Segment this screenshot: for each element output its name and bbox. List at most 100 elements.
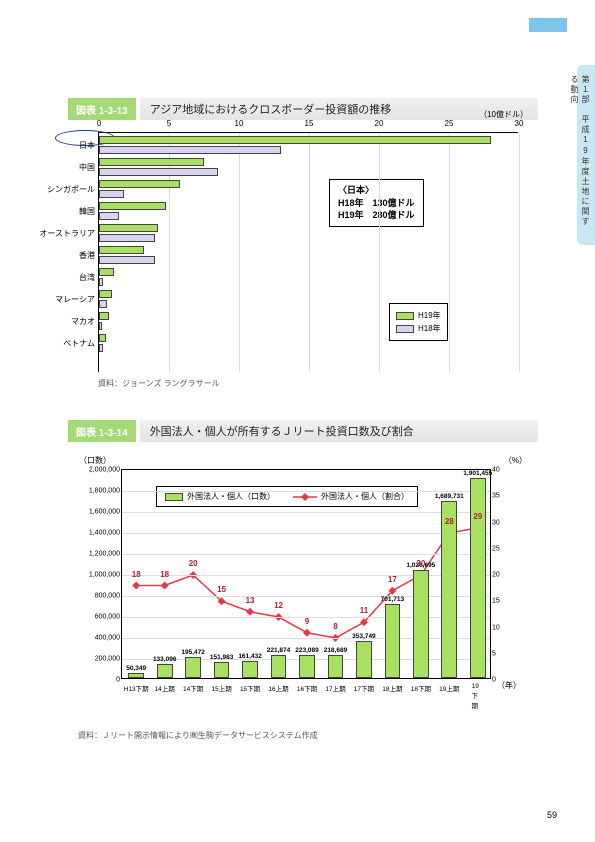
chart2-bar <box>328 655 344 678</box>
chart1-category: 台湾 <box>29 272 99 283</box>
chart2-pct-label: 18 <box>160 570 169 579</box>
chart1-bar-h19 <box>99 312 109 320</box>
chart1-row: 日本 <box>99 135 518 157</box>
chart1-bar-h18 <box>99 278 103 286</box>
chart2-bar <box>157 664 173 678</box>
chart1-row: 中国 <box>99 157 518 179</box>
chart2-bar-label: 221,874 <box>267 647 291 654</box>
chart2-pct-label: 28 <box>445 517 454 526</box>
chart1-bar-h19 <box>99 224 158 232</box>
chart-1: （10億ドル） 051015202530 〈日本〉 H18年 130億ドル H1… <box>98 132 518 372</box>
chart2-xlabel: 18下期 <box>411 683 431 693</box>
title-bar-1: 図表 1-3-13 アジア地域におけるクロスボーダー投資額の推移 <box>68 98 538 120</box>
chart2-pct-label: 9 <box>305 617 309 626</box>
chart1-bar-h18 <box>99 322 102 330</box>
chart1-bar-h19 <box>99 246 144 254</box>
chart2-pct-label: 11 <box>360 606 368 615</box>
chart2-legend: 外国法人・個人（口数） 外国法人・個人（割合） <box>156 486 418 507</box>
chart1-row: 香港 <box>99 245 518 267</box>
chart1-category: 日本 <box>29 140 99 151</box>
chart2-bar-label: 1,901,455 <box>463 470 492 477</box>
chart2-bar <box>470 478 486 678</box>
chart2-yl-label: （口数） <box>79 455 111 466</box>
chart2-yr-label: （%） <box>504 455 527 466</box>
chart-2: （口数） （%） 外国法人・個人（口数） 外国法人・個人（割合） 0200,00… <box>78 454 528 724</box>
chart2-pct-label: 15 <box>217 585 226 594</box>
chart2-xlabel: 15上期 <box>211 683 231 693</box>
chart2-bar-label: 151,983 <box>210 654 234 661</box>
chart1-category: 香港 <box>29 250 99 261</box>
chart1-bar-h18 <box>99 168 218 176</box>
chart1-bar-h18 <box>99 212 119 220</box>
chart2-bar-label: 50,349 <box>126 665 146 672</box>
side-tab: 第１部 平成19年度土地に関する動向 <box>577 65 595 245</box>
chart2-bar <box>242 661 258 678</box>
chart1-category: 中国 <box>29 162 99 173</box>
chart1-bar-h19 <box>99 268 114 276</box>
chart2-pct-label: 20 <box>189 559 198 568</box>
figure-label-1: 図表 1-3-13 <box>68 98 136 120</box>
chart2-bar <box>128 673 144 678</box>
chart2-bar-label: 223,089 <box>295 647 319 654</box>
chart2-pct-label: 8 <box>333 622 337 631</box>
chart2-bar <box>185 657 201 678</box>
chart2-source: 資料：Ｊリート開示情報により㈱生駒データサービスシステム作成 <box>78 730 538 741</box>
figure-title-2: 外国法人・個人が所有するＪリート投資口数及び割合 <box>140 420 538 442</box>
chart1-bar-h18 <box>99 256 155 264</box>
chart2-xlabel: 17上期 <box>325 683 345 693</box>
chart1-category: シンガポール <box>29 184 99 195</box>
chart2-pct-label: 17 <box>388 575 397 584</box>
chart1-bar-h19 <box>99 334 106 342</box>
title-bar-2: 図表 1-3-14 外国法人・個人が所有するＪリート投資口数及び割合 <box>68 420 538 442</box>
chart2-xlabel: 15下期 <box>240 683 260 693</box>
chart2-pct-label: 29 <box>473 512 482 521</box>
chart1-row: マカオ <box>99 311 518 333</box>
chart1-bar-h19 <box>99 136 491 144</box>
chart1-bar-h18 <box>99 234 155 242</box>
chart2-bar <box>271 655 287 678</box>
chart2-bar-label: 701,713 <box>381 596 405 603</box>
chart2-xlabel: H13下期 <box>124 683 149 693</box>
chart2-bar <box>356 641 372 678</box>
chart1-category: 韓国 <box>29 206 99 217</box>
chart2-xlabel: 17下期 <box>354 683 374 693</box>
chart1-row: オーストラリア <box>99 223 518 245</box>
chart1-bar-h18 <box>99 146 281 154</box>
chart2-bar <box>385 604 401 678</box>
chart2-bar <box>441 501 457 678</box>
chart1-source: 資料：ジョーンズ ラングラサール <box>98 378 538 389</box>
chart2-xlabel: 19下期 <box>472 683 484 710</box>
chart2-pct-label: 20 <box>416 559 425 568</box>
chart2-bar-label: 218,689 <box>324 647 348 654</box>
chart1-bar-h19 <box>99 180 180 188</box>
chart1-bar-h18 <box>99 344 103 352</box>
chart1-bar-h19 <box>99 290 112 298</box>
chart2-bar-label: 161,432 <box>238 653 262 660</box>
chart1-category: ベトナム <box>29 338 99 349</box>
chart2-pct-label: 18 <box>132 570 141 579</box>
chart1-category: マレーシア <box>29 294 99 305</box>
chart1-row: ベトナム <box>99 333 518 355</box>
chart1-category: オーストラリア <box>29 228 99 239</box>
chart1-bar-h19 <box>99 202 166 210</box>
chart2-bar-label: 133,096 <box>153 656 177 663</box>
chart2-bar-label: 353,749 <box>352 633 376 640</box>
chart2-bar <box>299 655 315 678</box>
header-accent <box>529 18 567 32</box>
chart2-xlabel: 14下期 <box>183 683 203 693</box>
chart1-row: マレーシア <box>99 289 518 311</box>
chart2-pct-label: 13 <box>246 596 255 605</box>
chart1-row: 台湾 <box>99 267 518 289</box>
chart2-bar <box>214 662 230 678</box>
chart2-x-unit: （年） <box>497 680 521 691</box>
chart2-bar-label: 195,472 <box>181 649 205 656</box>
chart2-xlabel: 16下期 <box>297 683 317 693</box>
chart1-row: シンガポール <box>99 179 518 201</box>
chart2-bar-label: 1,689,731 <box>435 493 464 500</box>
chart1-bar-h19 <box>99 158 204 166</box>
chart2-pct-label: 12 <box>274 601 283 610</box>
chart1-bar-h18 <box>99 300 107 308</box>
chart1-row: 韓国 <box>99 201 518 223</box>
chart2-xlabel: 18上期 <box>382 683 402 693</box>
figure-label-2: 図表 1-3-14 <box>68 420 136 442</box>
